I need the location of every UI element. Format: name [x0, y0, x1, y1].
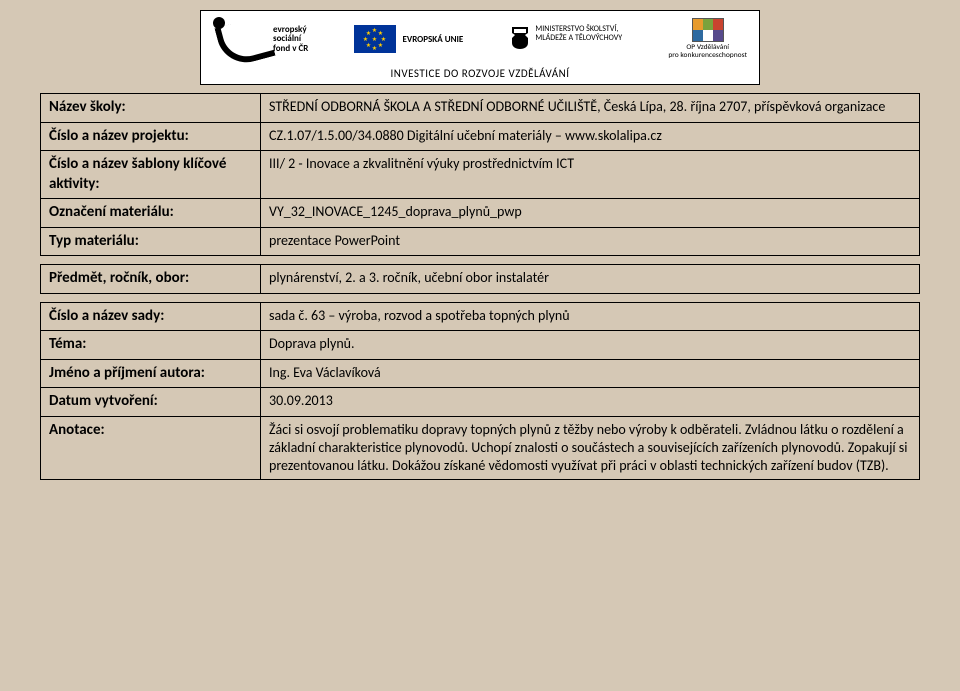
- label-material-id: Označení materiálu:: [41, 199, 261, 228]
- value-subject: plynárenství, 2. a 3. ročník, učební obo…: [261, 265, 920, 294]
- banner-logo-row: evropský sociální fond v ČR EVROPSKÁ UNI…: [213, 17, 747, 61]
- row-school: Název školy: STŘEDNÍ ODBORNÁ ŠKOLA A STŘ…: [41, 94, 920, 123]
- value-author: Ing. Eva Václavíková: [261, 359, 920, 388]
- row-subject: Předmět, ročník, obor: plynárenství, 2. …: [41, 265, 920, 294]
- row-author: Jméno a příjmení autora: Ing. Eva Václav…: [41, 359, 920, 388]
- esf-line-3: fond v ČR: [273, 44, 308, 53]
- opvk-icon: [692, 18, 724, 42]
- eu-flag-icon: [354, 25, 396, 53]
- label-template: Číslo a název šablony klíčové aktivity:: [41, 151, 261, 199]
- value-annotation: Žáci si osvojí problematiku dopravy topn…: [261, 416, 920, 480]
- label-annotation: Anotace:: [41, 416, 261, 480]
- msmt-line-2: MLÁDEŽE A TĚLOVÝCHOVY: [535, 34, 622, 43]
- row-gap-1: [41, 256, 920, 265]
- label-set: Číslo a název sady:: [41, 302, 261, 331]
- msmt-text: MINISTERSTVO ŠKOLSTVÍ, MLÁDEŽE A TĚLOVÝC…: [535, 25, 622, 43]
- banner-tagline: INVESTICE DO ROZVOJE VZDĚLÁVÁNÍ: [213, 67, 747, 80]
- row-topic: Téma: Doprava plynů.: [41, 331, 920, 360]
- value-project: CZ.1.07/1.5.00/34.0880 Digitální učební …: [261, 122, 920, 151]
- metadata-table: Název školy: STŘEDNÍ ODBORNÁ ŠKOLA A STŘ…: [40, 93, 920, 480]
- label-created: Datum vytvoření:: [41, 388, 261, 417]
- label-material-type: Typ materiálu:: [41, 227, 261, 256]
- row-material-type: Typ materiálu: prezentace PowerPoint: [41, 227, 920, 256]
- value-created: 30.09.2013: [261, 388, 920, 417]
- page: evropský sociální fond v ČR EVROPSKÁ UNI…: [0, 0, 960, 691]
- msmt-logo: MINISTERSTVO ŠKOLSTVÍ, MLÁDEŽE A TĚLOVÝC…: [509, 25, 622, 53]
- esf-text: evropský sociální fond v ČR: [273, 25, 308, 53]
- value-set: sada č. 63 – výroba, rozvod a spotřeba t…: [261, 302, 920, 331]
- msmt-emblem-icon: [509, 25, 531, 53]
- eu-label: EVROPSKÁ UNIE: [402, 35, 463, 44]
- esf-icon: [213, 17, 267, 61]
- row-project: Číslo a název projektu: CZ.1.07/1.5.00/3…: [41, 122, 920, 151]
- label-topic: Téma:: [41, 331, 261, 360]
- label-project: Číslo a název projektu:: [41, 122, 261, 151]
- opvk-logo: OP Vzdělávání pro konkurenceschopnost: [668, 18, 747, 61]
- row-set: Číslo a název sady: sada č. 63 – výroba,…: [41, 302, 920, 331]
- row-template: Číslo a název šablony klíčové aktivity: …: [41, 151, 920, 199]
- value-material-id: VY_32_INOVACE_1245_doprava_plynů_pwp: [261, 199, 920, 228]
- funding-banner: evropský sociální fond v ČR EVROPSKÁ UNI…: [200, 10, 760, 85]
- opvk-line-2: pro konkurenceschopnost: [668, 52, 747, 60]
- label-school: Název školy:: [41, 94, 261, 123]
- row-gap-2: [41, 293, 920, 302]
- value-school: STŘEDNÍ ODBORNÁ ŠKOLA A STŘEDNÍ ODBORNÉ …: [261, 94, 920, 123]
- row-annotation: Anotace: Žáci si osvojí problematiku dop…: [41, 416, 920, 480]
- esf-logo: evropský sociální fond v ČR: [213, 17, 308, 61]
- value-material-type: prezentace PowerPoint: [261, 227, 920, 256]
- value-template: III/ 2 - Inovace a zkvalitnění výuky pro…: [261, 151, 920, 199]
- value-topic: Doprava plynů.: [261, 331, 920, 360]
- eu-logo: EVROPSKÁ UNIE: [354, 25, 463, 53]
- label-subject: Předmět, ročník, obor:: [41, 265, 261, 294]
- label-author: Jméno a příjmení autora:: [41, 359, 261, 388]
- row-material-id: Označení materiálu: VY_32_INOVACE_1245_d…: [41, 199, 920, 228]
- row-created: Datum vytvoření: 30.09.2013: [41, 388, 920, 417]
